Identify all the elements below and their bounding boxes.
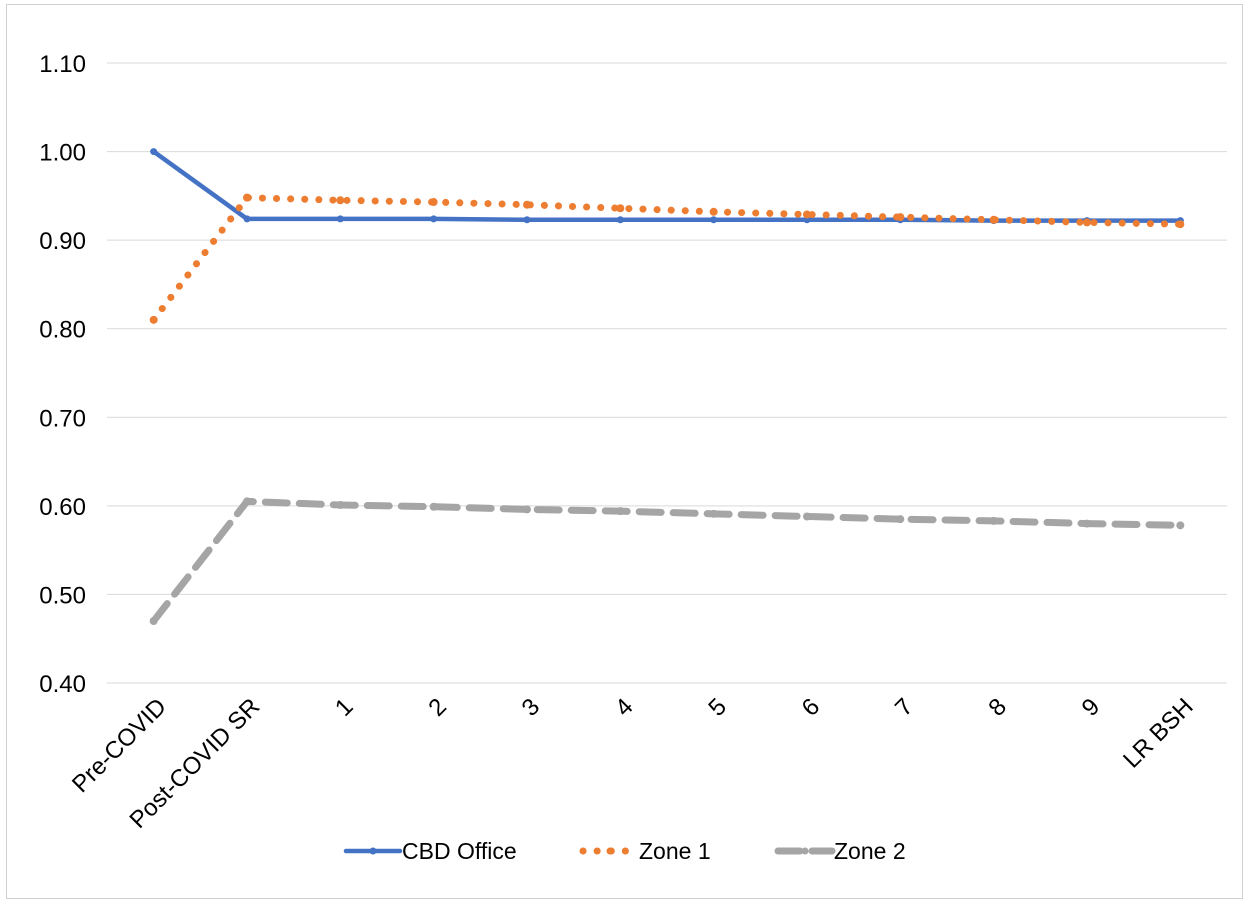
data-point-cbd-office [616,216,624,224]
legend-item-zone-1: Zone 1 [579,838,711,864]
y-tick-label: 0.70 [39,405,86,432]
data-point-zone-1 [429,198,438,207]
chart-frame [6,4,1243,899]
data-point-zone-2 [429,502,438,511]
data-point-zone-2 [616,507,625,516]
legend-marker [606,847,614,855]
x-tick-label: 1 [330,693,359,722]
data-point-cbd-office [150,148,158,156]
data-point-zone-2 [1176,521,1185,530]
legend-marker [369,847,377,855]
y-tick-label: 0.50 [39,582,86,609]
data-point-zone-2 [803,512,811,521]
data-point-zone-1 [709,207,718,216]
data-point-cbd-office [336,215,344,223]
legend-item-cbd-office: CBD Office [343,838,517,864]
data-point-zone-1 [616,204,625,213]
data-point-zone-1 [1083,218,1091,227]
data-point-cbd-office [523,216,531,224]
x-tick-label: 2 [423,693,452,722]
x-tick-label: 4 [610,693,639,722]
y-tick-label: 1.00 [39,140,86,167]
data-point-cbd-office [243,215,251,223]
y-tick-label: 0.80 [39,317,86,344]
data-point-zone-2 [243,497,251,506]
x-tick-label: 6 [797,693,826,722]
y-tick-label: 0.90 [39,228,86,255]
data-point-zone-1 [336,196,345,205]
x-tick-label: 8 [983,693,1012,722]
data-point-zone-2 [336,500,345,509]
legend-marker [801,847,809,855]
x-tick-label: 3 [517,693,546,722]
legend-label: Zone 2 [834,838,906,864]
series-line-cbd-office [151,149,1183,223]
legend-label: CBD Office [402,838,517,864]
data-point-zone-1 [896,213,905,222]
data-point-zone-2 [149,617,158,625]
x-tick-label: LR BSH [1118,693,1198,773]
y-tick-label: 1.10 [39,51,86,78]
y-axis-ticks: 0.40 0.50 0.60 0.70 0.80 0.90 1.00 1.10 [39,51,86,698]
data-point-zone-2 [709,509,718,518]
legend-label: Zone 1 [639,838,711,864]
data-point-zone-2 [989,516,998,525]
gridlines [107,62,1227,684]
legend: CBD Office Zone 1 Zone 2 [343,838,906,864]
series-lines [149,148,1185,625]
y-tick-label: 0.60 [39,494,86,521]
data-point-zone-1 [989,215,998,224]
legend-item-zone-2: Zone 2 [774,838,906,864]
y-tick-label: 0.40 [39,671,86,698]
series-line-zone-2 [150,497,1184,625]
data-point-cbd-office [430,215,438,223]
data-point-zone-2 [896,515,905,524]
data-point-zone-1 [523,200,531,209]
data-point-zone-2 [1083,519,1091,528]
data-point-zone-2 [523,505,531,514]
data-point-zone-1 [149,315,158,324]
x-tick-label: 7 [890,693,919,722]
x-tick-label: 5 [703,693,732,722]
series-line-zone-1 [150,194,1184,324]
data-point-zone-1 [803,210,811,219]
data-point-zone-1 [1176,220,1185,229]
data-point-cbd-office [710,216,718,224]
data-point-zone-1 [243,193,251,202]
x-tick-label: 9 [1077,693,1106,722]
